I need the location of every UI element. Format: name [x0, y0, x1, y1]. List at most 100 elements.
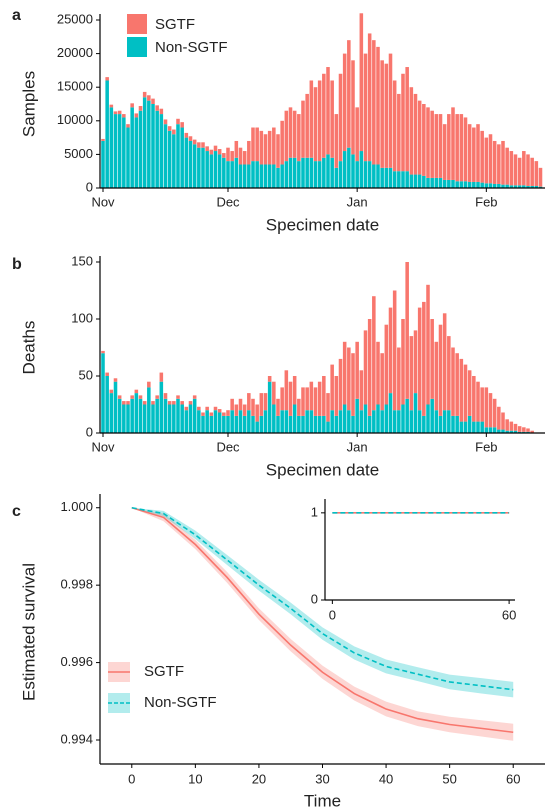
- bar: [455, 415, 459, 433]
- bar: [105, 372, 109, 376]
- bar: [467, 124, 472, 182]
- y-tick-label: 0: [86, 179, 93, 194]
- bar: [130, 103, 134, 108]
- bar: [192, 398, 197, 433]
- x-tick-label: Dec: [216, 439, 240, 454]
- bar: [142, 97, 147, 188]
- bar: [142, 91, 147, 98]
- bar: [292, 376, 297, 405]
- bar: [488, 134, 493, 184]
- x-axis-title: Time: [304, 791, 341, 810]
- bar: [163, 393, 168, 399]
- bar: [263, 393, 268, 411]
- legend-label: Non-SGTF: [144, 694, 217, 711]
- bar: [380, 167, 384, 188]
- bar: [522, 151, 526, 186]
- bar: [538, 167, 543, 187]
- bar: [480, 421, 484, 433]
- bar: [459, 181, 464, 188]
- y-tick-label: 0: [311, 591, 318, 606]
- bar: [409, 410, 414, 433]
- y-tick-label: 25000: [57, 11, 93, 26]
- bar: [472, 127, 476, 182]
- bar: [105, 376, 109, 433]
- bar: [242, 151, 247, 165]
- bar: [184, 406, 189, 411]
- bar: [197, 142, 201, 148]
- bar: [117, 395, 122, 399]
- bar: [372, 40, 376, 165]
- bar: [297, 161, 301, 188]
- bar: [509, 151, 514, 186]
- bar: [159, 114, 164, 188]
- bar: [488, 393, 493, 428]
- bar: [292, 110, 297, 158]
- bar: [138, 398, 143, 433]
- bar: [438, 324, 443, 416]
- bar: [467, 370, 472, 416]
- bar: [117, 110, 122, 115]
- bar: [126, 127, 130, 188]
- bar: [513, 185, 518, 188]
- bar: [422, 104, 426, 176]
- bar: [359, 370, 364, 411]
- bar: [101, 353, 105, 433]
- bar: [134, 393, 139, 433]
- bar: [172, 129, 176, 135]
- bar: [188, 136, 193, 141]
- legend-swatch: [127, 37, 147, 57]
- bar: [347, 147, 351, 188]
- legend-label: Non-SGTF: [155, 39, 228, 56]
- bar: [280, 164, 284, 188]
- bar: [217, 154, 222, 188]
- bar: [122, 401, 126, 405]
- bar: [347, 410, 351, 433]
- bar: [413, 330, 418, 394]
- bar: [163, 124, 168, 188]
- bar: [476, 421, 480, 433]
- bar: [147, 381, 151, 388]
- bar: [497, 144, 501, 184]
- bar: [526, 428, 530, 432]
- bar: [484, 183, 489, 188]
- bar: [242, 404, 247, 416]
- bar: [401, 73, 405, 172]
- bar: [176, 398, 180, 433]
- bar: [430, 177, 434, 188]
- bar: [272, 404, 276, 433]
- x-tick-label: 60: [502, 607, 516, 622]
- bar: [101, 140, 105, 188]
- bar: [417, 307, 422, 411]
- bar: [326, 393, 330, 422]
- bar: [447, 114, 451, 180]
- y-tick-label: 100: [71, 310, 93, 325]
- bar: [288, 415, 293, 433]
- bar: [392, 171, 397, 188]
- bar: [251, 398, 255, 416]
- bar: [347, 40, 351, 148]
- bar: [126, 404, 130, 433]
- bar: [347, 347, 351, 411]
- bar: [417, 410, 422, 433]
- bar: [509, 185, 514, 188]
- bar: [388, 53, 393, 168]
- bar: [388, 307, 393, 394]
- bar: [330, 410, 334, 433]
- bar: [301, 387, 305, 416]
- bar: [251, 415, 255, 433]
- bar: [509, 421, 514, 431]
- bar: [438, 177, 443, 188]
- x-tick-label: Dec: [216, 194, 240, 209]
- bar: [384, 63, 389, 168]
- bar: [517, 185, 522, 188]
- bar: [363, 161, 368, 188]
- bar: [326, 421, 330, 433]
- bar: [517, 157, 522, 186]
- bar: [209, 412, 214, 416]
- bar: [392, 80, 397, 172]
- bar: [267, 164, 272, 188]
- bar: [226, 161, 230, 188]
- bar: [530, 430, 534, 433]
- bar: [359, 151, 364, 188]
- bar: [342, 341, 347, 405]
